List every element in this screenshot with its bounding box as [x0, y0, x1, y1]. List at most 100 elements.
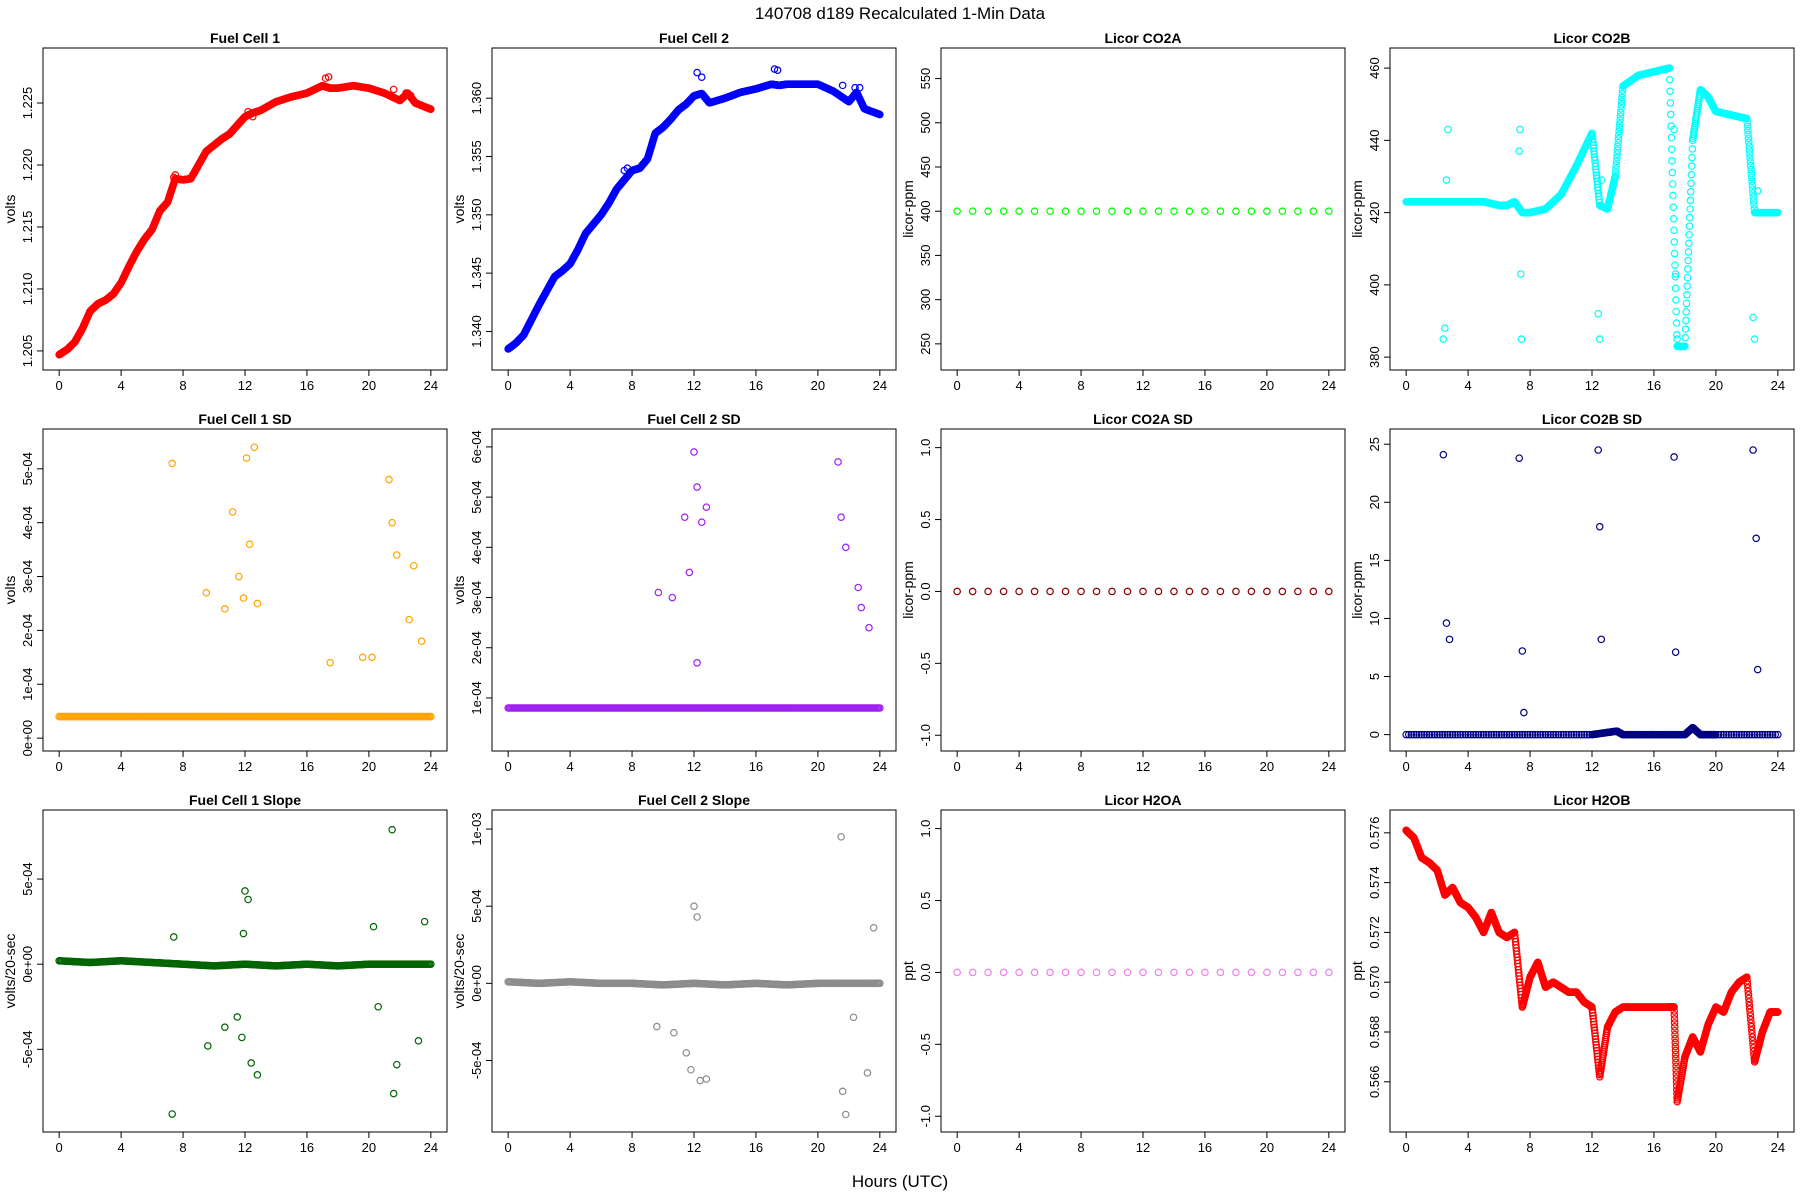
x-tick-label: 4 — [1464, 378, 1471, 393]
y-tick-label: 400 — [1367, 274, 1382, 296]
outlier-point — [838, 1087, 847, 1096]
x-tick-label: 16 — [300, 759, 314, 774]
x-tick-label: 20 — [1260, 1140, 1274, 1155]
outlier-point — [1518, 647, 1527, 655]
x-tick-label: 12 — [1136, 1140, 1150, 1155]
outlier-point — [248, 112, 257, 121]
y-tick-label: 1.345 — [469, 257, 484, 290]
data-point — [953, 587, 961, 596]
outlier-point — [358, 653, 367, 662]
outlier-point — [682, 1048, 691, 1057]
x-tick-label: 24 — [1771, 759, 1785, 774]
data-point — [1681, 333, 1690, 342]
y-tick-label: 0.0 — [918, 582, 933, 600]
y-tick-label: 0e+00 — [20, 720, 35, 757]
data-point — [1030, 968, 1039, 977]
outlier-point — [253, 599, 262, 608]
outlier-point — [239, 929, 248, 938]
data-point — [1247, 207, 1256, 216]
y-tick-label: -5e-04 — [469, 1042, 484, 1080]
x-tick-label: 20 — [362, 1140, 376, 1155]
outlier-point — [696, 1076, 704, 1085]
data-point — [1685, 222, 1694, 230]
data-point — [1666, 110, 1675, 119]
data-point — [1671, 261, 1679, 269]
x-tick-label: 4 — [566, 1140, 573, 1155]
data-point — [1139, 968, 1147, 977]
outlier-point — [1515, 454, 1524, 462]
y-tick-label: 0.566 — [1367, 1066, 1382, 1099]
y-tick-label: 1.225 — [20, 87, 35, 120]
x-tick-label: 0 — [954, 378, 961, 393]
outlier-point — [854, 583, 862, 592]
data-point — [1325, 207, 1333, 216]
data-point — [1688, 145, 1697, 153]
data-point — [1185, 207, 1194, 216]
data-point — [1263, 207, 1271, 216]
x-tick-label: 24 — [873, 1140, 887, 1155]
data-point — [999, 207, 1008, 216]
data-point — [1309, 968, 1318, 977]
data-point — [1672, 307, 1681, 316]
outlier-point — [245, 540, 254, 549]
outlier-point — [392, 551, 401, 559]
data-point — [1684, 239, 1693, 248]
y-tick-label: 5e-04 — [20, 862, 35, 895]
outlier-point — [1442, 176, 1451, 184]
panel-title: Fuel Cell 1 SD — [198, 411, 291, 427]
x-tick-label: 12 — [1585, 1140, 1599, 1155]
y-tick-label: 1.210 — [20, 273, 35, 306]
y-tick-label: 2e-04 — [469, 631, 484, 664]
y-axis-label: licor-ppm — [1349, 180, 1365, 238]
x-tick-label: 12 — [687, 759, 701, 774]
outlier-point — [680, 513, 689, 521]
outlier-point — [242, 454, 251, 462]
y-tick-label: 440 — [1367, 130, 1382, 152]
data-point — [1672, 296, 1680, 304]
data-point — [1139, 587, 1147, 596]
y-axis-label: licor-ppm — [1349, 561, 1365, 619]
x-tick-label: 20 — [1260, 378, 1274, 393]
y-tick-label: 5e-04 — [469, 480, 484, 513]
data-point — [1687, 170, 1696, 179]
x-tick-label: 0 — [56, 378, 63, 393]
y-tick-label: -0.5 — [918, 652, 933, 674]
outlier-point — [693, 659, 701, 667]
data-point — [1672, 319, 1681, 327]
x-tick-label: 20 — [1709, 1140, 1723, 1155]
outlier-point — [420, 917, 429, 926]
outlier-point — [653, 1022, 661, 1031]
x-tick-label: 24 — [873, 378, 887, 393]
plot-frame — [940, 428, 1346, 752]
x-tick-label: 8 — [179, 1140, 186, 1155]
x-tick-label: 20 — [1260, 759, 1274, 774]
outlier-point — [241, 887, 249, 895]
data-point — [1671, 284, 1680, 293]
y-tick-label: 0.570 — [1367, 966, 1382, 999]
y-tick-label: 1.350 — [469, 199, 484, 232]
x-tick-label: 12 — [1136, 759, 1150, 774]
data-point — [1061, 587, 1070, 596]
y-axis-label: volts/20-sec — [451, 934, 467, 1009]
outlier-point — [838, 81, 847, 90]
y-tick-label: 420 — [1367, 202, 1382, 224]
data-point — [1669, 191, 1677, 200]
y-axis-label: volts — [451, 195, 467, 224]
data-point — [1247, 587, 1256, 596]
data-point — [1216, 587, 1225, 596]
data-point — [1170, 968, 1178, 977]
data-point — [1092, 968, 1101, 977]
x-tick-label: 0 — [505, 1140, 512, 1155]
data-point — [1294, 587, 1302, 596]
x-tick-label: 12 — [1585, 378, 1599, 393]
data-point — [1667, 145, 1676, 154]
x-tick-label: 20 — [811, 759, 825, 774]
x-tick-label: 4 — [117, 1140, 124, 1155]
panel-title: Licor H2OB — [1553, 792, 1630, 808]
outlier-point — [1516, 270, 1525, 278]
outlier-point — [1752, 534, 1760, 543]
outlier-point — [702, 1075, 711, 1083]
outlier-point — [253, 1071, 262, 1079]
